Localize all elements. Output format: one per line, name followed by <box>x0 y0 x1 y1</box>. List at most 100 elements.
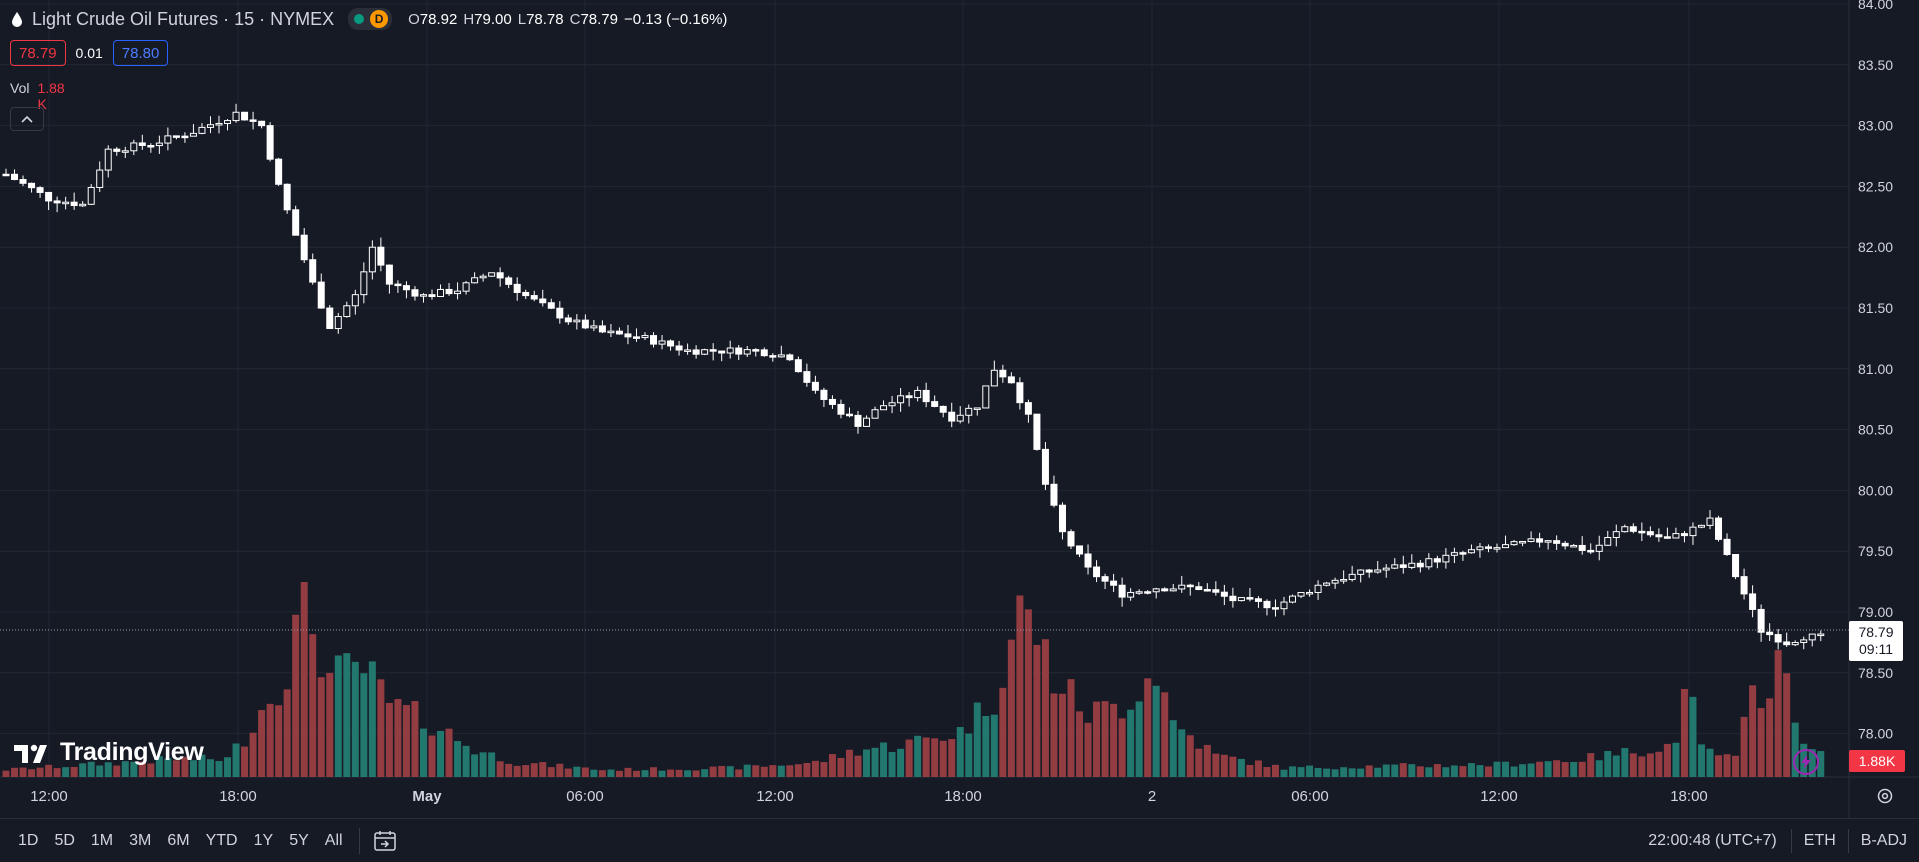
tradingview-logo-icon <box>14 744 47 763</box>
candle-body <box>743 349 751 355</box>
volume-bar <box>79 763 87 777</box>
price-tick-label: 80.50 <box>1858 422 1893 438</box>
candle-body <box>121 150 129 153</box>
range-button-1y[interactable]: 1Y <box>253 831 274 849</box>
volume-bar <box>598 770 606 777</box>
volume-bar <box>241 746 249 777</box>
range-button-1m[interactable]: 1M <box>90 831 114 849</box>
volume-bar <box>1033 644 1041 777</box>
volume-bar <box>726 766 734 777</box>
candle-body <box>428 294 436 298</box>
bar-countdown: 09:11 <box>1859 641 1893 657</box>
volume-bar <box>1706 748 1714 777</box>
candle-body <box>1382 567 1390 571</box>
candle-body <box>522 291 530 297</box>
volume-bar <box>1510 766 1518 777</box>
candle-body <box>1135 591 1143 594</box>
symbol-title[interactable]: Light Crude Oil Futures · 15 · NYMEX <box>32 8 335 29</box>
range-button-ytd[interactable]: YTD <box>205 831 238 849</box>
session-button[interactable]: ETH <box>1803 832 1836 849</box>
volume-bar <box>1178 729 1186 777</box>
volume-bar <box>863 749 871 777</box>
delayed-data-badge[interactable]: D <box>370 10 389 28</box>
volume-bar <box>471 754 479 777</box>
calendar-goto-icon <box>373 830 396 851</box>
candle-body <box>948 411 956 422</box>
volume-bar <box>845 749 853 777</box>
candle-body <box>769 355 777 358</box>
volume-bar <box>113 765 121 777</box>
candle-body <box>1195 586 1203 591</box>
price-tick-label: 83.00 <box>1858 118 1893 134</box>
candle-body <box>615 330 623 335</box>
candle-body <box>1570 544 1578 548</box>
candle-body <box>863 417 871 427</box>
candle-body <box>1331 579 1339 584</box>
candle-body <box>914 389 922 399</box>
time-tick-label: 18:00 <box>1670 788 1708 805</box>
volume-bar <box>556 763 564 777</box>
price-scale[interactable]: 84.00 83.50 83.00 82.50 82.00 81.50 81.00 80.50… <box>1858 0 1893 742</box>
candle-body <box>1203 589 1211 592</box>
range-button-5d[interactable]: 5D <box>54 831 75 849</box>
candle-body <box>11 173 19 181</box>
candle-body <box>581 319 589 329</box>
buy-price-button[interactable]: 78.80 <box>112 40 169 66</box>
range-button-all[interactable]: All <box>324 831 343 849</box>
candle-body <box>1178 584 1186 590</box>
tradingview-watermark[interactable]: TradingView <box>14 738 204 767</box>
price-tick-label: 84.00 <box>1858 0 1893 12</box>
candle-body <box>1263 600 1271 609</box>
candle-body <box>1050 483 1058 506</box>
time-axis[interactable]: 12:00 18:00 May 06:00 12:00 18:00 2 06:00 12:00 1… <box>30 788 1708 805</box>
candle-body <box>377 246 385 266</box>
volume-bar <box>1749 685 1757 777</box>
volume-bar <box>87 761 95 777</box>
candle-body <box>351 294 359 307</box>
volume-bar <box>394 699 402 777</box>
range-button-5y[interactable]: 5Y <box>289 831 309 849</box>
candle-body <box>1766 631 1774 636</box>
candle-body <box>1314 584 1322 593</box>
volume-bar <box>1076 711 1084 777</box>
volume-bar <box>445 728 453 777</box>
candle-body <box>1680 533 1688 537</box>
adjustment-button[interactable]: B-ADJ <box>1860 832 1907 849</box>
chart-settings-button[interactable] <box>1872 783 1898 809</box>
volume-label[interactable]: Vol <box>10 80 30 96</box>
price-chart[interactable]: 84.00 83.50 83.00 82.50 82.00 81.50 81.00 80.50… <box>0 0 1919 818</box>
volume-bar <box>206 759 214 777</box>
volume-bar <box>539 762 547 777</box>
volume-bar <box>351 661 359 777</box>
sell-price-button[interactable]: 78.79 <box>10 40 66 66</box>
candle-body <box>53 200 61 204</box>
candlesticks <box>2 103 1825 650</box>
volume-bar <box>905 739 913 777</box>
candle-body <box>837 403 845 415</box>
market-status-pill[interactable]: D <box>348 8 393 30</box>
candle-body <box>1715 517 1723 540</box>
volume-bar <box>164 758 172 777</box>
goto-date-button[interactable] <box>368 826 402 856</box>
timezone-clock[interactable]: 22:00:48 (UTC+7) <box>1648 832 1777 849</box>
volume-bar <box>309 634 317 777</box>
candle-body <box>462 282 470 292</box>
range-button-1d[interactable]: 1D <box>18 831 39 849</box>
volume-bar <box>914 735 922 777</box>
volume-bar <box>1655 751 1663 777</box>
candle-body <box>1084 553 1092 568</box>
candle-body <box>1476 546 1484 551</box>
lightning-button[interactable] <box>1793 749 1819 775</box>
volume-bar <box>1041 639 1049 777</box>
candle-body <box>1621 526 1629 533</box>
candle-body <box>130 142 138 152</box>
volume-bar <box>1263 766 1271 777</box>
collapse-legend-button[interactable] <box>10 107 44 131</box>
volume-bar <box>1212 753 1220 777</box>
range-button-6m[interactable]: 6M <box>167 831 190 849</box>
volume-bar <box>96 765 104 777</box>
range-button-3m[interactable]: 3M <box>129 831 152 849</box>
volume-bar <box>1314 767 1322 777</box>
oil-drop-icon <box>12 12 22 27</box>
price-tick-label: 82.50 <box>1858 178 1893 194</box>
